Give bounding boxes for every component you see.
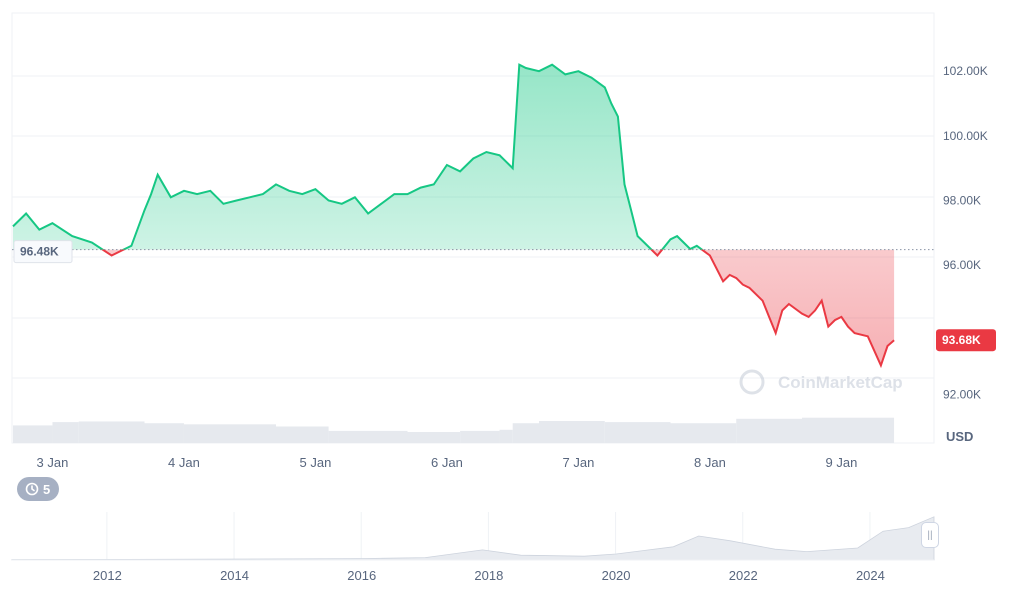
volume-bar <box>13 425 53 443</box>
x-tick-label: 9 Jan <box>826 455 858 470</box>
x-tick-label: 6 Jan <box>431 455 463 470</box>
volume-bar <box>802 417 895 443</box>
baseline-badge-box <box>13 240 73 264</box>
x-tick-label: 3 Jan <box>37 455 69 470</box>
x-tick-label: 7 Jan <box>563 455 595 470</box>
volume-bar <box>604 422 671 443</box>
volume-bar <box>512 423 539 443</box>
volume-bar <box>407 432 461 443</box>
current-price-value: 93.68K <box>942 333 981 347</box>
navigator-tick-label: 2018 <box>474 568 503 583</box>
volume-bars <box>13 417 895 443</box>
volume-bar <box>52 422 79 443</box>
x-axis: 3 Jan 4 Jan 5 Jan 6 Jan 7 Jan 8 Jan 9 Jan <box>37 455 858 470</box>
y-axis: 102.00K 100.00K 98.00K 96.00K 92.00K <box>943 64 988 401</box>
volume-bar <box>183 424 276 443</box>
current-price-badge-box <box>936 329 996 352</box>
price-line <box>12 63 895 369</box>
history-badge[interactable]: 5 <box>17 477 60 501</box>
navigator-tick-label: 2016 <box>347 568 376 583</box>
y-tick-label: 98.00K <box>943 194 981 208</box>
navigator-tick-label: 2014 <box>220 568 249 583</box>
y-tick-label: 92.00K <box>943 388 981 402</box>
baseline-badge: 96.48K <box>13 240 73 264</box>
navigator-x-axis: 2012 2014 2016 2018 2020 2022 2024 <box>93 568 885 583</box>
y-tick-label: 102.00K <box>943 64 988 78</box>
current-price-badge: 93.68K <box>936 329 996 352</box>
x-tick-label: 4 Jan <box>168 455 200 470</box>
volume-bar <box>670 423 737 443</box>
volume-bar <box>736 418 802 443</box>
grip-icon: || <box>927 529 933 541</box>
price-area-up <box>13 64 703 250</box>
y-tick-label: 96.00K <box>943 258 981 272</box>
watermark: CoinMarketCap <box>739 369 903 395</box>
volume-bar <box>539 421 605 443</box>
navigator-tick-label: 2024 <box>856 568 885 583</box>
navigator-area <box>11 516 935 561</box>
volume-bar <box>499 429 513 443</box>
volume-bar <box>328 430 408 443</box>
coinmarketcap-logo-icon <box>739 369 765 395</box>
history-count: 5 <box>43 481 51 497</box>
volume-bar <box>78 421 145 443</box>
currency-label: USD <box>946 429 973 444</box>
price-line-up <box>12 63 704 250</box>
volume-bar <box>460 430 500 443</box>
watermark-text: CoinMarketCap <box>778 373 903 392</box>
volume-bar <box>276 426 329 443</box>
price-area-down <box>13 249 895 366</box>
price-area <box>13 64 895 366</box>
navigator-tick-label: 2022 <box>729 568 758 583</box>
volume-bar <box>144 423 184 443</box>
y-tick-label: 100.00K <box>943 129 988 143</box>
x-tick-label: 8 Jan <box>694 455 726 470</box>
x-tick-label: 5 Jan <box>300 455 332 470</box>
navigator-handle[interactable]: || <box>921 522 939 548</box>
navigator-tick-label: 2012 <box>93 568 122 583</box>
navigator-tick-label: 2020 <box>602 568 631 583</box>
history-clock-icon <box>25 482 39 496</box>
baseline-value: 96.48K <box>20 245 59 259</box>
price-line-down <box>100 249 895 369</box>
navigator[interactable]: 2012 2014 2016 2018 2020 2022 2024 <box>11 510 935 583</box>
